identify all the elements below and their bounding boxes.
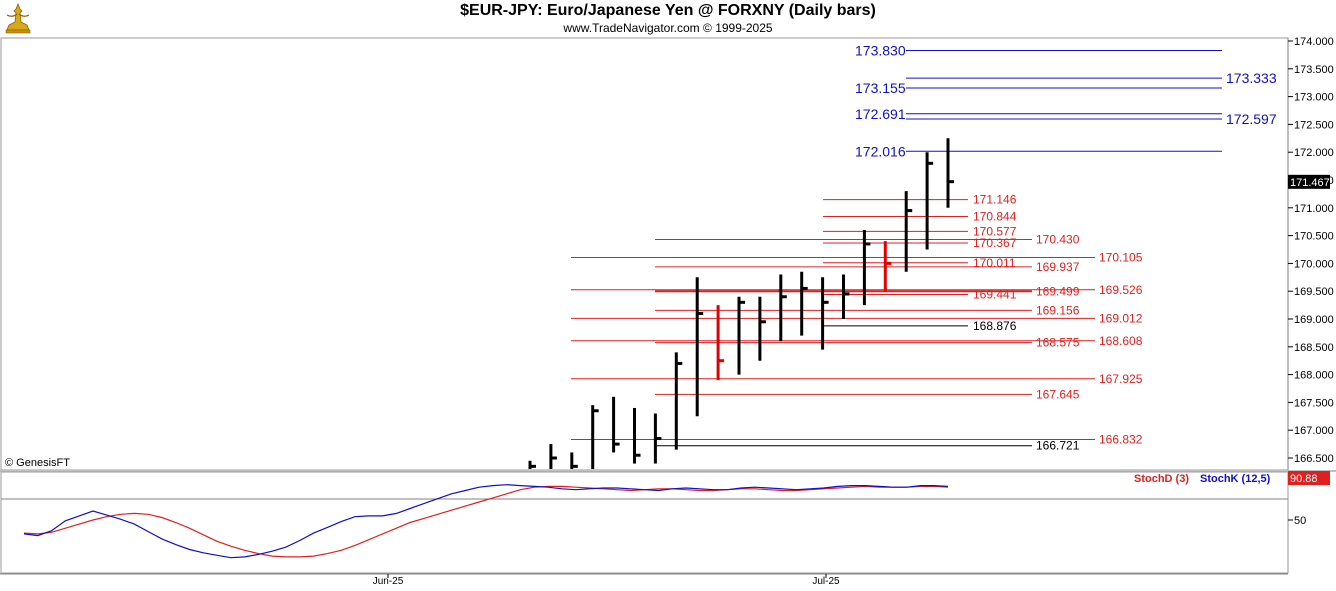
price-tick-label: 174.000 bbox=[1294, 36, 1334, 48]
chart-title: $EUR-JPY: Euro/Japanese Yen @ FORXNY (Da… bbox=[460, 2, 876, 19]
price-tick-label: 167.000 bbox=[1294, 425, 1334, 437]
level-label: 169.937 bbox=[1036, 260, 1080, 274]
level-label: 172.597 bbox=[1226, 111, 1277, 127]
price-tick-label: 169.000 bbox=[1294, 314, 1334, 326]
stoch-value-badge bbox=[1288, 471, 1330, 485]
level-label: 169.441 bbox=[973, 287, 1017, 301]
ohlc-bars bbox=[528, 138, 954, 469]
level-label: 170.430 bbox=[1036, 232, 1080, 246]
level-label: 169.526 bbox=[1099, 283, 1143, 297]
price-tick-label: 170.500 bbox=[1294, 231, 1334, 243]
stoch-legend-k: StochK (12,5) bbox=[1200, 473, 1271, 485]
level-label: 173.830 bbox=[855, 42, 906, 58]
price-tick-label: 172.500 bbox=[1294, 119, 1334, 131]
level-label: 168.575 bbox=[1036, 336, 1080, 350]
stoch-legend-d: StochD (3) bbox=[1134, 473, 1189, 485]
price-axis-bg bbox=[1288, 38, 1336, 470]
price-tick-label: 172.000 bbox=[1294, 147, 1334, 159]
price-tick-label: 169.500 bbox=[1294, 286, 1334, 298]
stochastic-panel: 50 StochD (3) StochK (12,5) 90.88 bbox=[0, 471, 1330, 574]
price-tick-label: 167.500 bbox=[1294, 397, 1334, 409]
last-price-label: 171.467 bbox=[1290, 177, 1330, 189]
trade-navigator-logo-icon bbox=[5, 3, 31, 34]
level-label: 168.876 bbox=[973, 319, 1017, 333]
stoch-tick-label: 50 bbox=[1294, 515, 1306, 527]
level-label: 172.691 bbox=[855, 106, 906, 122]
level-label: 173.333 bbox=[1226, 70, 1277, 86]
price-tick-label: 168.000 bbox=[1294, 370, 1334, 382]
stoch-series-line bbox=[23, 485, 949, 558]
level-label: 172.016 bbox=[855, 143, 906, 159]
level-label: 170.105 bbox=[1099, 251, 1143, 265]
level-label: 169.499 bbox=[1036, 284, 1080, 298]
copyright-label: © GenesisFT bbox=[5, 457, 70, 469]
price-tick-label: 168.500 bbox=[1294, 342, 1334, 354]
level-label: 168.608 bbox=[1099, 334, 1143, 348]
price-panel-frame bbox=[0, 37, 1289, 471]
last-price-badge bbox=[1288, 174, 1330, 189]
level-label: 167.645 bbox=[1036, 387, 1080, 401]
date-axis: Jun-25 Jul-25 bbox=[0, 573, 1336, 591]
stoch-panel-frame bbox=[0, 471, 1289, 574]
price-axis: 174.000173.500173.000172.500172.000171.5… bbox=[1287, 36, 1336, 470]
level-label: 170.367 bbox=[973, 236, 1017, 250]
price-panel bbox=[0, 37, 1336, 472]
price-tick-label: 173.500 bbox=[1294, 64, 1334, 76]
level-label: 170.844 bbox=[973, 209, 1017, 223]
date-tick-label: Jul-25 bbox=[812, 576, 840, 587]
level-label: 169.156 bbox=[1036, 303, 1080, 317]
date-axis-bg bbox=[0, 574, 1336, 591]
stoch-value-label: 90.88 bbox=[1290, 473, 1318, 485]
level-label: 166.721 bbox=[1036, 439, 1080, 453]
price-tick-label: 173.000 bbox=[1294, 92, 1334, 104]
stoch-series-line bbox=[23, 484, 949, 559]
level-label: 166.832 bbox=[1099, 433, 1143, 447]
price-tick-label: 171.000 bbox=[1294, 203, 1334, 215]
level-label: 169.012 bbox=[1099, 311, 1143, 325]
level-label: 167.925 bbox=[1099, 372, 1143, 386]
chart-subtitle: www.TradeNavigator.com © 1999-2025 bbox=[563, 21, 773, 35]
level-label: 171.146 bbox=[973, 193, 1017, 207]
chart-header: $EUR-JPY: Euro/Japanese Yen @ FORXNY (Da… bbox=[0, 0, 1336, 38]
price-tick-label: 170.000 bbox=[1294, 258, 1334, 270]
price-tick-label: 166.500 bbox=[1294, 453, 1334, 465]
level-label: 170.577 bbox=[973, 224, 1017, 238]
level-label: 170.011 bbox=[973, 256, 1016, 270]
date-tick-label: Jun-25 bbox=[373, 576, 404, 587]
level-label: 173.155 bbox=[855, 80, 906, 96]
